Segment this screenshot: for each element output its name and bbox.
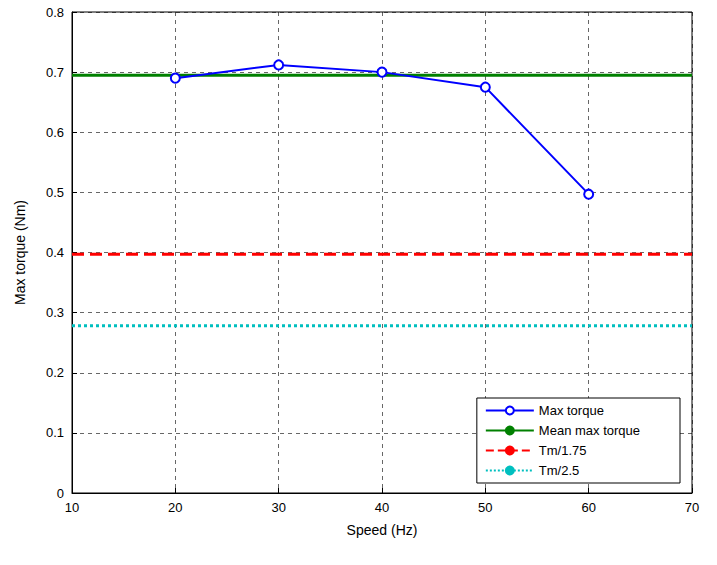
svg-text:0.5: 0.5 [46,185,64,200]
svg-text:0.8: 0.8 [46,5,64,20]
svg-text:Tm/2.5: Tm/2.5 [539,463,579,478]
svg-text:0.1: 0.1 [46,425,64,440]
svg-text:Mean max torque: Mean max torque [539,423,640,438]
svg-text:0.2: 0.2 [46,365,64,380]
svg-text:50: 50 [478,500,492,515]
svg-text:10: 10 [65,500,79,515]
svg-text:30: 30 [271,500,285,515]
svg-text:20: 20 [168,500,182,515]
svg-text:Speed (Hz): Speed (Hz) [347,522,418,538]
svg-text:0.6: 0.6 [46,125,64,140]
svg-text:Max torque (Nm): Max torque (Nm) [12,200,28,305]
svg-text:Max torque: Max torque [539,403,604,418]
svg-text:0.3: 0.3 [46,305,64,320]
svg-text:0: 0 [57,486,64,501]
svg-text:40: 40 [375,500,389,515]
svg-text:70: 70 [685,500,699,515]
svg-text:0.4: 0.4 [46,245,64,260]
svg-text:Tm/1.75: Tm/1.75 [539,443,587,458]
svg-text:60: 60 [581,500,595,515]
svg-text:0.7: 0.7 [46,65,64,80]
